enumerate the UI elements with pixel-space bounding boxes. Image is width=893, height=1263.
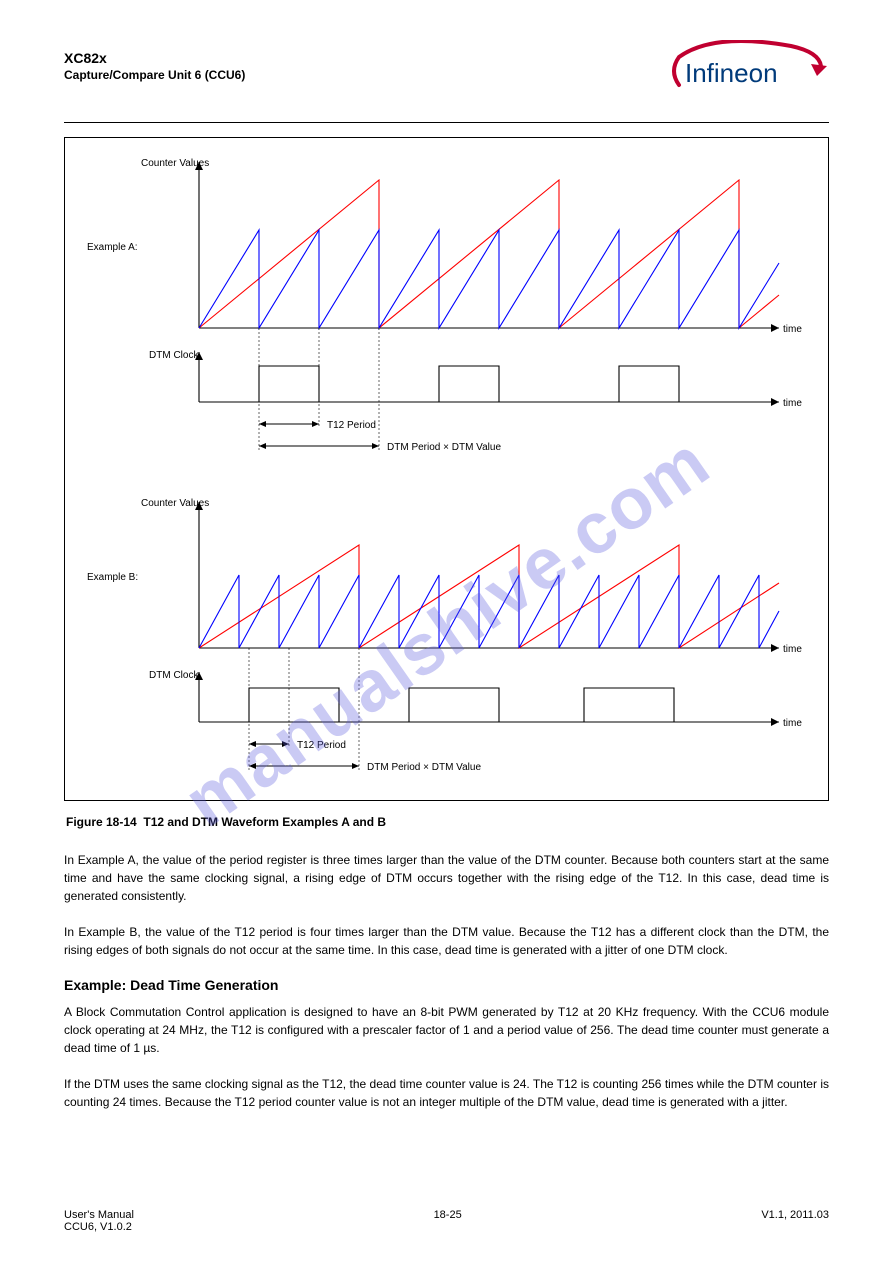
paragraph-3: A Block Commutation Control application … (64, 1003, 829, 1057)
logo-text: Infineon (685, 58, 778, 88)
header-left: XC82x Capture/Compare Unit 6 (CCU6) (64, 40, 245, 82)
t12-period-a: T12 Period (327, 420, 376, 431)
subheading-example: Example: Dead Time Generation (64, 977, 829, 993)
infineon-logo: Infineon (659, 40, 829, 107)
page-header: XC82x Capture/Compare Unit 6 (CCU6) Infi… (64, 40, 829, 122)
y-axis-label-b1: Counter Values (141, 498, 209, 509)
dtm-period-b: DTM Period × DTM Value (367, 762, 481, 773)
header-rule (64, 122, 829, 123)
footer-left: User's Manual CCU6, V1.0.2 (64, 1209, 134, 1233)
footer-page-number: 18-25 (134, 1209, 761, 1233)
figure-caption-text: T12 and DTM Waveform Examples A and B (143, 815, 386, 829)
footer-right: V1.1, 2011.03 (761, 1209, 829, 1233)
example-b-label: Example B: (87, 572, 138, 583)
y-axis-label-b2: DTM Clock (149, 670, 199, 681)
y-axis-label-a2: DTM Clock (149, 350, 199, 361)
y-axis-label-a1: Counter Values (141, 158, 209, 169)
figure-caption: Figure 18-14 T12 and DTM Waveform Exampl… (66, 815, 829, 829)
x-axis-label-a2: time (783, 398, 802, 409)
example-a-label: Example A: (87, 242, 138, 253)
x-axis-label-a1: time (783, 324, 802, 335)
paragraph-4: If the DTM uses the same clocking signal… (64, 1075, 829, 1111)
x-axis-label-b1: time (783, 644, 802, 655)
doc-title: XC82x (64, 50, 245, 66)
waveform-figure: Counter Values time DTM Clock time T (79, 150, 809, 790)
paragraph-2: In Example B, the value of the T12 perio… (64, 923, 829, 959)
x-axis-label-b2: time (783, 718, 802, 729)
figure-box: Counter Values time DTM Clock time T (64, 137, 829, 801)
figure-caption-prefix: Figure 18-14 (66, 815, 137, 829)
page-footer: User's Manual CCU6, V1.0.2 18-25 V1.1, 2… (64, 1209, 829, 1233)
paragraph-1: In Example A, the value of the period re… (64, 851, 829, 905)
dtm-period-a: DTM Period × DTM Value (387, 442, 501, 453)
section-title: Capture/Compare Unit 6 (CCU6) (64, 68, 245, 82)
t12-period-b: T12 Period (297, 740, 346, 751)
